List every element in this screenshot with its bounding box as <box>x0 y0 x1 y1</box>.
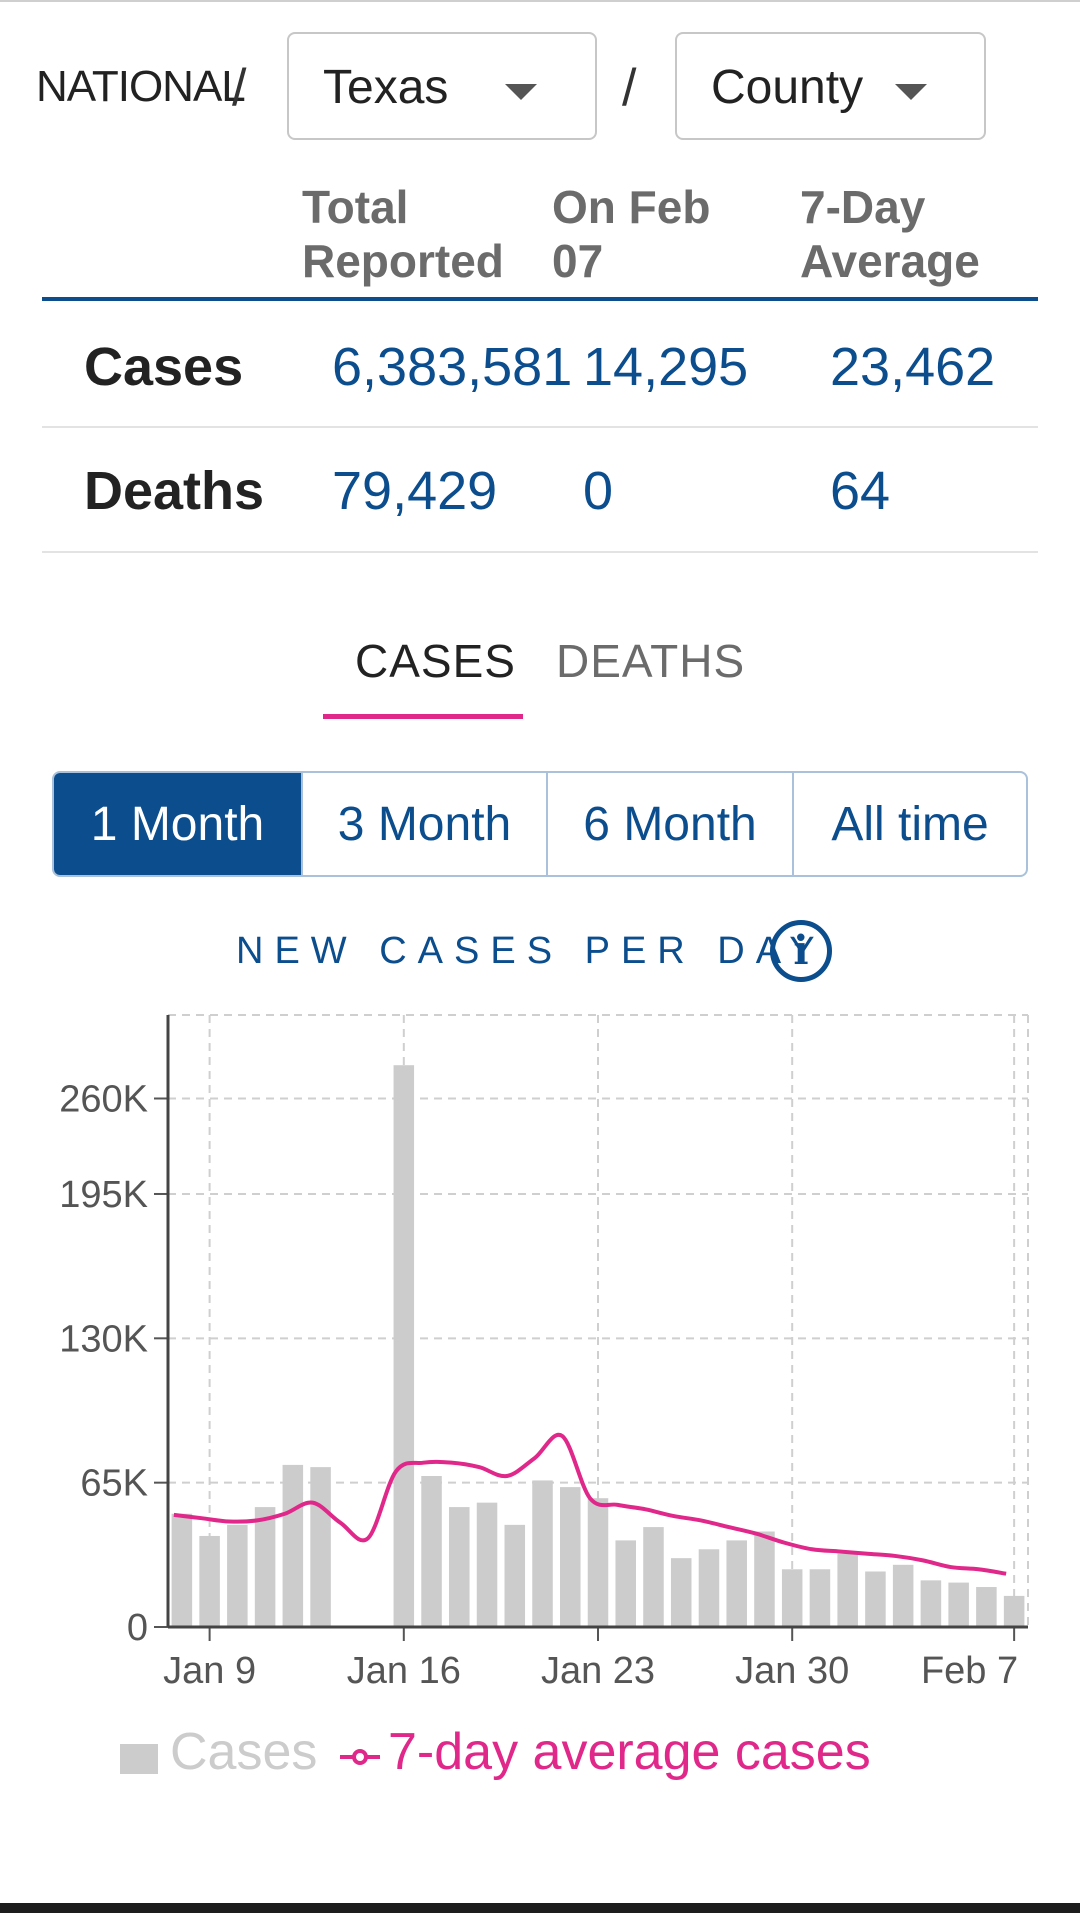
legend-cases[interactable]: Cases <box>170 1723 318 1781</box>
cases-bar <box>282 1464 304 1627</box>
x-tick-label: Jan 30 <box>735 1650 849 1692</box>
row-label-deaths: Deaths <box>84 461 265 521</box>
top-divider <box>0 0 1080 2</box>
cases-bar <box>476 1502 498 1627</box>
row-divider <box>42 551 1038 553</box>
cases-bar <box>920 1580 942 1627</box>
chart-title: NEW CASES PER DAY <box>236 930 826 972</box>
seven-day-average-line <box>173 1432 1007 1576</box>
breadcrumb-national[interactable]: NATIONAL <box>36 62 246 111</box>
county-select[interactable]: County <box>675 32 986 140</box>
state-select[interactable]: Texas <box>287 32 597 140</box>
range-6-month-button[interactable]: 6 Month <box>548 773 794 875</box>
row-divider <box>42 426 1038 428</box>
breadcrumb-separator: / <box>622 59 637 117</box>
range-all-time-button[interactable]: All time <box>831 797 989 851</box>
x-tick-label: Jan 16 <box>347 1650 461 1692</box>
header-on-date: On Feb 07 <box>552 181 711 287</box>
cases-total: 6,383,581 <box>332 337 573 397</box>
cases-bar <box>504 1524 526 1627</box>
tab-cases[interactable]: CASES <box>355 635 516 687</box>
range-3-month-button[interactable]: 3 Month <box>303 773 548 875</box>
cases-bar <box>421 1475 442 1627</box>
header-seven-day-average: 7-Day Average <box>800 181 980 287</box>
cases-bar <box>976 1587 997 1627</box>
cases-bar <box>615 1540 637 1627</box>
cases-bars <box>171 1065 1025 1627</box>
cases-on-date: 14,295 <box>583 337 749 397</box>
cases-bar <box>532 1480 553 1627</box>
row-label-cases: Cases <box>84 337 244 397</box>
cases-bar <box>227 1524 248 1627</box>
cases-bar <box>199 1535 220 1627</box>
info-icon[interactable]: i <box>770 920 832 982</box>
y-tick-label: 0 <box>127 1607 148 1649</box>
state-select-value: Texas <box>323 61 449 114</box>
cases-bar <box>587 1498 609 1627</box>
tab-deaths[interactable]: DEATHS <box>556 635 746 687</box>
cases-bar <box>809 1569 831 1627</box>
cases-bar <box>781 1569 803 1627</box>
y-tick-label: 195K <box>59 1174 148 1216</box>
time-range-toggle: 1 Month 3 Month 6 Month All time <box>52 771 1028 877</box>
cases-bar <box>393 1065 415 1627</box>
deaths-on-date: 0 <box>583 461 614 521</box>
cases-bar <box>837 1553 858 1627</box>
new-cases-chart: 0 65K 130K 195K 260K Jan 9 Jan 16 Jan 23 Jan 30 F… <box>59 1014 1029 1692</box>
cases-bar <box>948 1582 969 1627</box>
cases-average: 23,462 <box>830 337 996 397</box>
cases-bar <box>865 1571 886 1627</box>
cases-bar <box>670 1558 692 1627</box>
legend-seven-day-average[interactable]: 7-day average cases <box>388 1723 871 1781</box>
table-header-rule <box>42 297 1038 301</box>
chart-axes <box>154 1015 1028 1641</box>
cases-bar <box>254 1507 276 1627</box>
y-tick-label: 65K <box>80 1463 148 1505</box>
cases-bar <box>310 1467 331 1627</box>
cases-bar <box>559 1487 581 1627</box>
deaths-total: 79,429 <box>332 461 498 521</box>
cases-bar <box>698 1549 720 1627</box>
system-nav-bar <box>0 1903 1080 1913</box>
seven-day-average-path <box>173 1432 1007 1576</box>
caret-down-icon <box>895 84 927 100</box>
cases-bar <box>726 1540 747 1627</box>
cases-bar <box>754 1531 775 1627</box>
x-tick-label: Feb 7 <box>921 1650 1018 1692</box>
caret-down-icon <box>505 84 537 100</box>
cases-bar <box>449 1507 470 1627</box>
cases-bar <box>1003 1595 1025 1627</box>
y-tick-label: 130K <box>59 1318 148 1360</box>
x-tick-label: Jan 9 <box>163 1650 256 1692</box>
active-tab-indicator <box>323 714 523 719</box>
x-tick-label: Jan 23 <box>541 1650 655 1692</box>
breadcrumb-separator: / <box>232 59 247 117</box>
y-tick-label: 260K <box>59 1078 148 1120</box>
county-select-value: County <box>711 61 864 114</box>
chart-tick-labels: 0 65K 130K 195K 260K Jan 9 Jan 16 Jan 23 Jan 30 F… <box>59 1078 1018 1692</box>
header-total-reported: Total Reported <box>302 181 504 287</box>
cases-bar <box>643 1527 664 1627</box>
cases-bar <box>892 1564 914 1627</box>
legend-line-marker-icon <box>340 1749 380 1765</box>
cases-bar <box>171 1513 193 1627</box>
deaths-average: 64 <box>830 461 891 521</box>
range-1-month-button[interactable]: 1 Month <box>54 773 303 875</box>
legend-cases-swatch <box>120 1744 158 1774</box>
